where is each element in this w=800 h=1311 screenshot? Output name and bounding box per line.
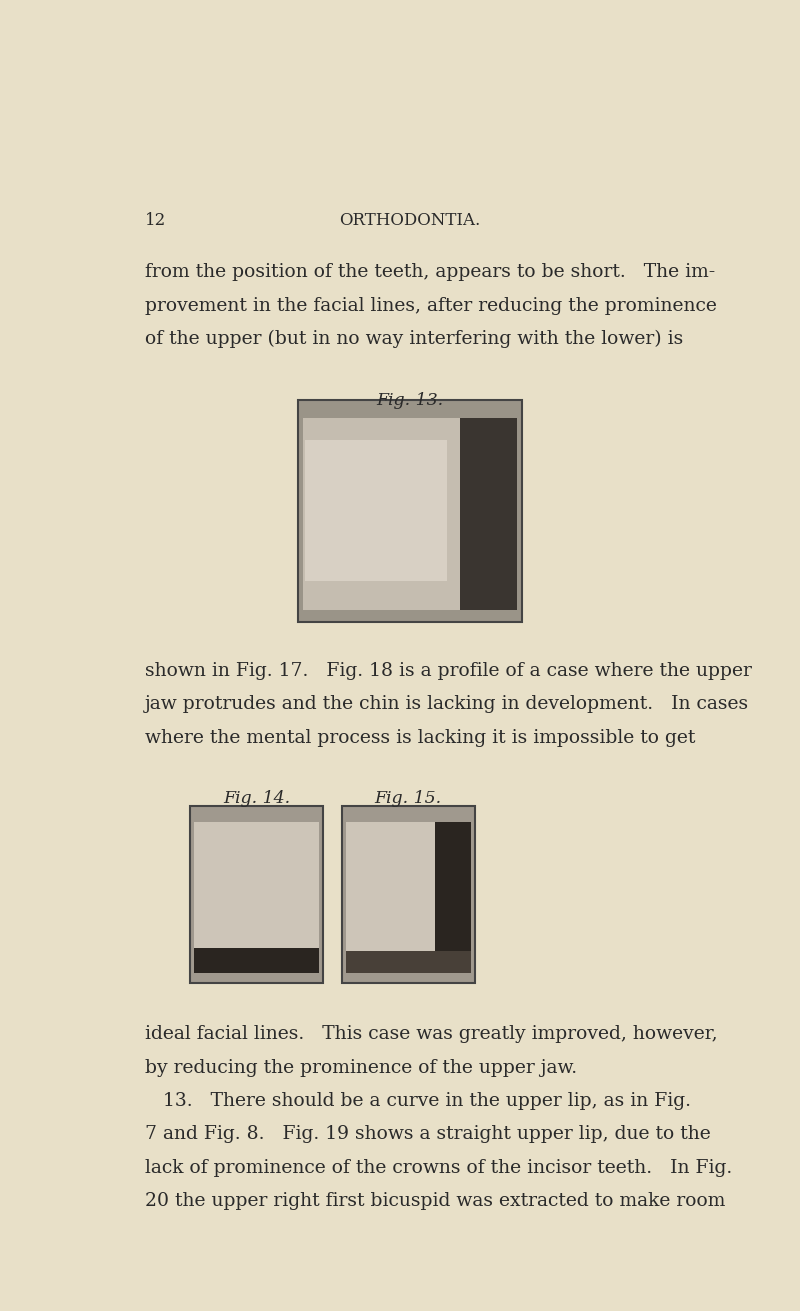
Bar: [298, 400, 522, 621]
Text: Fig. 14.: Fig. 14.: [223, 791, 290, 808]
Bar: [435, 822, 471, 973]
Bar: [194, 948, 319, 973]
Text: ORTHODONTIA.: ORTHODONTIA.: [339, 212, 481, 229]
Bar: [342, 806, 475, 983]
Bar: [190, 806, 323, 983]
Text: 12: 12: [145, 212, 166, 229]
Text: 20 the upper right first bicuspid was extracted to make room: 20 the upper right first bicuspid was ex…: [145, 1192, 725, 1210]
Bar: [346, 950, 471, 973]
Bar: [459, 418, 517, 610]
Text: Fig. 13.: Fig. 13.: [377, 392, 443, 409]
Bar: [194, 822, 319, 973]
Text: Fig. 15.: Fig. 15.: [374, 791, 442, 808]
Text: ideal facial lines.   This case was greatly improved, however,: ideal facial lines. This case was greatl…: [145, 1025, 718, 1044]
Text: of the upper (but in no way interfering with the lower) is: of the upper (but in no way interfering …: [145, 330, 683, 349]
Text: lack of prominence of the crowns of the incisor teeth.   In Fig.: lack of prominence of the crowns of the …: [145, 1159, 732, 1177]
Text: where the mental process is lacking it is impossible to get: where the mental process is lacking it i…: [145, 729, 695, 747]
Text: 13.   There should be a curve in the upper lip, as in Fig.: 13. There should be a curve in the upper…: [145, 1092, 690, 1110]
Text: by reducing the prominence of the upper jaw.: by reducing the prominence of the upper …: [145, 1059, 577, 1076]
Text: from the position of the teeth, appears to be short.   The im-: from the position of the teeth, appears …: [145, 264, 715, 282]
Text: provement in the facial lines, after reducing the prominence: provement in the facial lines, after red…: [145, 296, 717, 315]
Text: 7 and Fig. 8.   Fig. 19 shows a straight upper lip, due to the: 7 and Fig. 8. Fig. 19 shows a straight u…: [145, 1125, 710, 1143]
Text: shown in Fig. 17.   Fig. 18 is a profile of a case where the upper: shown in Fig. 17. Fig. 18 is a profile o…: [145, 662, 751, 680]
Bar: [346, 822, 471, 973]
Bar: [305, 440, 447, 581]
Text: jaw protrudes and the chin is lacking in development.   In cases: jaw protrudes and the chin is lacking in…: [145, 695, 749, 713]
Bar: [303, 418, 517, 610]
